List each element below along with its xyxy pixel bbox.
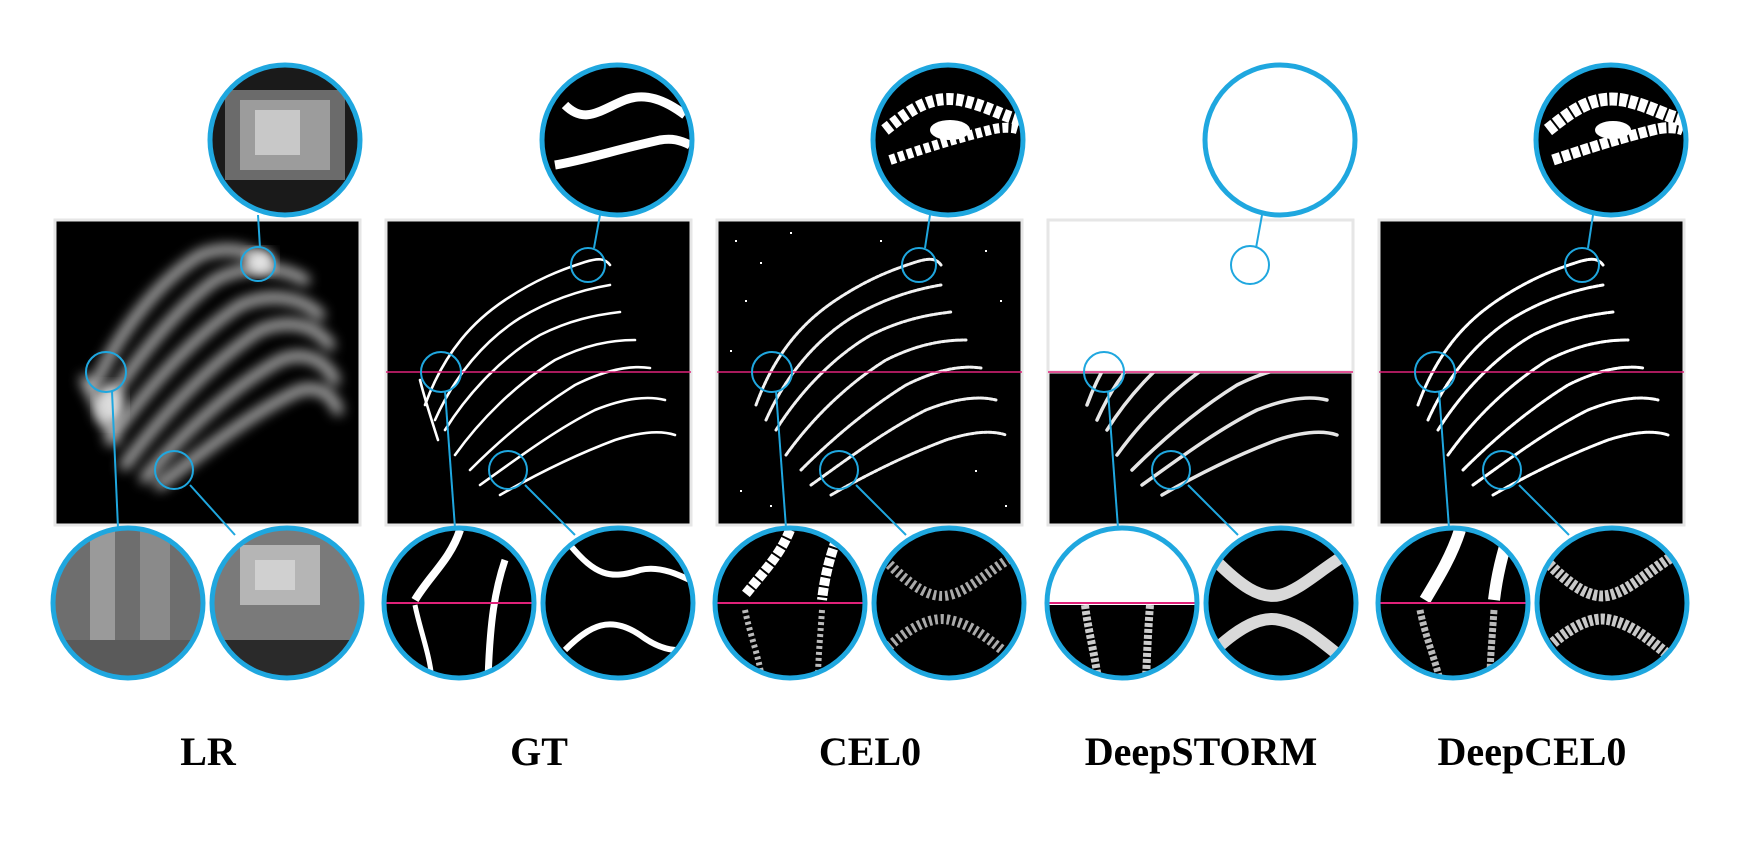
lr-zoom-top-content xyxy=(210,65,360,215)
lr-zoom-left-content xyxy=(53,528,203,678)
deepstorm-zoom-top-content xyxy=(1205,65,1355,215)
zoom-annotations xyxy=(50,62,1690,681)
panel-label-gt: GT xyxy=(510,729,568,774)
deepstorm-zoom-right-content xyxy=(1206,528,1356,678)
panel-lr xyxy=(53,218,362,527)
cel0-zoom-top-content xyxy=(873,65,1023,215)
gt-zoom-right-content xyxy=(543,528,693,678)
deepcel0-zoom-right-content xyxy=(1537,528,1687,678)
cel0-zoom-right-content xyxy=(874,528,1024,678)
panel-label-lr: LR xyxy=(180,729,236,774)
noise-dots xyxy=(730,232,1007,507)
gt-zoom-top-content xyxy=(542,65,692,215)
panel-label-deepstorm: DeepSTORM xyxy=(1084,729,1318,774)
panel-label-deepcel0: DeepCEL0 xyxy=(1437,729,1627,774)
deepcel0-zoom-top-content xyxy=(1536,65,1686,215)
panel-deepstorm xyxy=(1046,218,1355,527)
panel-label-cel0: CEL0 xyxy=(818,729,922,774)
